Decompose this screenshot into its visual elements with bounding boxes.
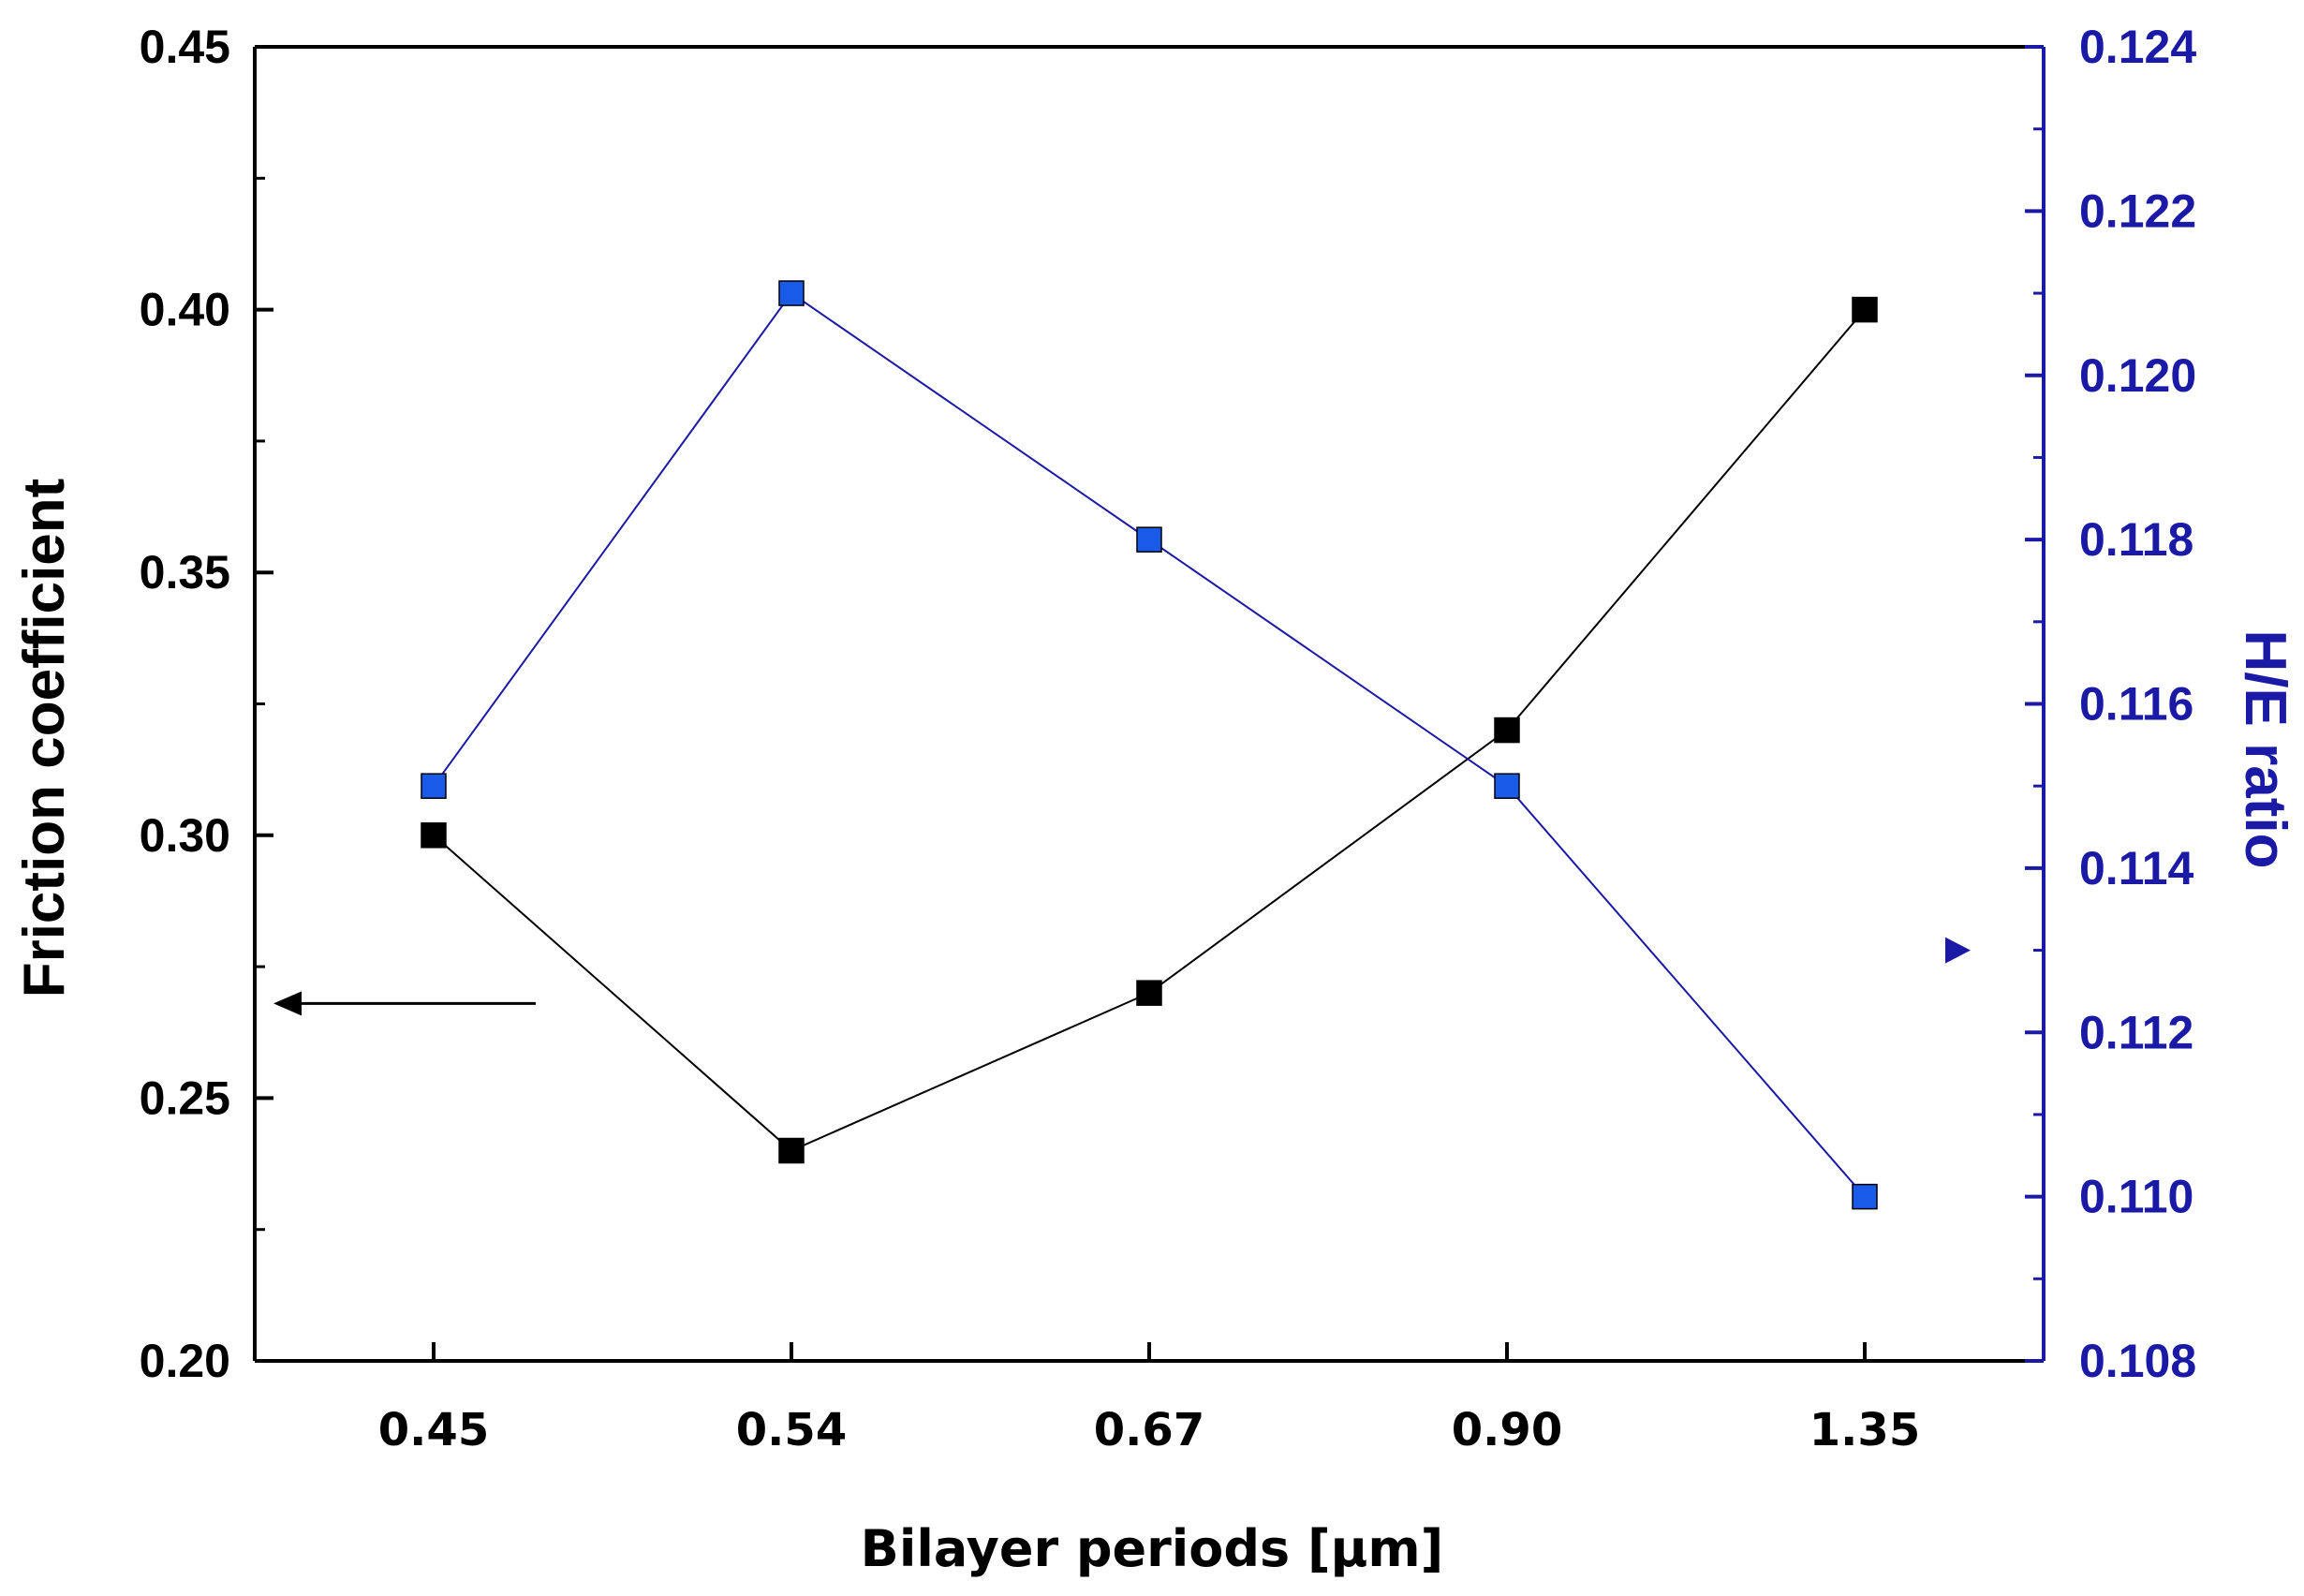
x-tick-label: 0.45	[378, 1404, 489, 1456]
series-line-left	[433, 308, 1866, 1152]
right-tick-label: 0.112	[2079, 1006, 2193, 1058]
x-tick-label: 0.54	[736, 1404, 847, 1456]
data-point-right	[778, 280, 805, 306]
right-tick-label: 0.118	[2079, 513, 2193, 566]
annotation-layer	[273, 937, 1971, 1016]
series-line-right	[433, 291, 1866, 1198]
data-point-right	[1136, 526, 1162, 553]
x-tick-label: 0.67	[1094, 1404, 1204, 1456]
data-point-left	[421, 822, 447, 849]
left-arrow-head	[273, 991, 302, 1016]
data-point-left	[1136, 980, 1162, 1006]
data-point-right	[1494, 773, 1520, 799]
left-tick-label: 0.25	[140, 1071, 230, 1124]
plot-frame	[253, 45, 2046, 1363]
data-point-left	[1852, 296, 1878, 323]
right-y-axis: 0.108 0.110 0.112 0.114 0.116 0.118 0.120 0.122…	[2025, 21, 2196, 1387]
left-y-axis: 0.20 0.25 0.30 0.35 0.40 0.45	[140, 21, 273, 1387]
right-tick-label: 0.110	[2079, 1171, 2193, 1223]
x-axis: 0.45 0.54 0.67 0.90 1.35	[378, 1342, 1920, 1456]
x-tick-label: 1.35	[1809, 1404, 1920, 1456]
x-axis-title: Bilayer periods [μm]	[861, 1519, 1444, 1578]
left-tick-label: 0.40	[140, 284, 230, 336]
data-point-right	[1852, 1183, 1878, 1210]
left-tick-label: 0.30	[140, 809, 230, 862]
x-tick-label: 0.90	[1452, 1404, 1562, 1456]
left-y-axis-title: Friction coefficient	[12, 479, 77, 998]
right-tick-label: 0.120	[2079, 349, 2196, 402]
data-point-left	[1494, 717, 1520, 744]
series-layer	[421, 280, 1878, 1210]
right-arrow-head	[1945, 937, 1971, 964]
data-point-right	[421, 773, 447, 799]
left-tick-label: 0.20	[140, 1335, 230, 1387]
right-tick-label: 0.124	[2079, 21, 2196, 73]
right-tick-label: 0.122	[2079, 185, 2196, 237]
left-tick-label: 0.45	[140, 21, 230, 73]
right-tick-label: 0.116	[2079, 678, 2193, 731]
right-y-axis-title: H/E ratio	[2233, 630, 2297, 869]
right-tick-label: 0.108	[2079, 1335, 2196, 1387]
left-tick-label: 0.35	[140, 546, 230, 598]
right-tick-label: 0.114	[2079, 842, 2194, 894]
data-point-left	[778, 1137, 805, 1164]
